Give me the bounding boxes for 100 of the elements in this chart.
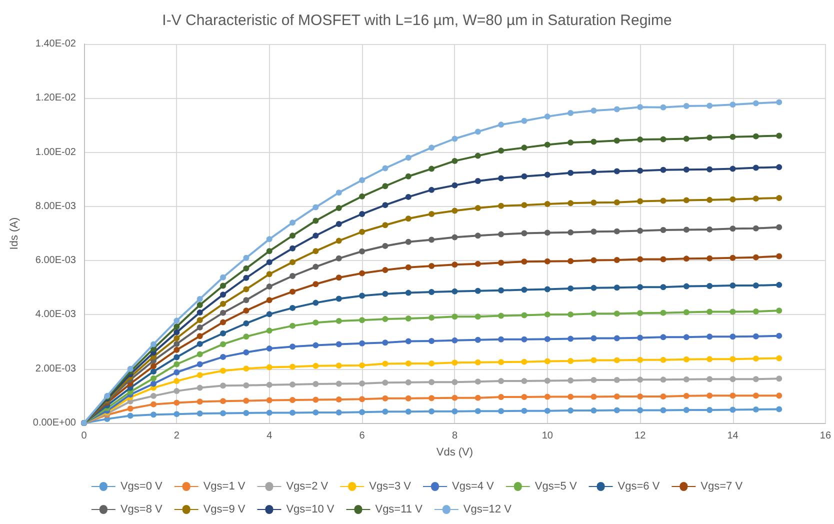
point [706, 196, 713, 203]
point [405, 154, 412, 161]
point [405, 395, 412, 402]
point [637, 168, 644, 174]
point [359, 317, 366, 324]
point [660, 356, 666, 363]
point [660, 284, 666, 290]
point [150, 412, 157, 418]
point [359, 211, 366, 218]
legend-label: Vgs=0 V [120, 480, 163, 492]
point [776, 132, 782, 139]
point [568, 378, 574, 384]
y-tick-label: 4.00E-03 [35, 309, 76, 320]
point [568, 285, 574, 292]
point [498, 202, 504, 209]
point [706, 283, 713, 290]
point [752, 406, 759, 412]
point [660, 226, 666, 233]
point [312, 204, 319, 210]
point [590, 357, 597, 364]
point [544, 230, 550, 236]
point [730, 282, 736, 288]
point [590, 284, 597, 291]
point [706, 102, 713, 109]
point [452, 394, 458, 401]
point [220, 300, 226, 307]
point [521, 118, 528, 124]
point [382, 267, 388, 274]
point [405, 238, 412, 245]
legend-label: Vgs=6 V [618, 480, 660, 492]
point [776, 253, 782, 260]
legend-label: Vgs=11 V [375, 504, 424, 516]
point [752, 225, 759, 232]
point [474, 152, 481, 159]
point [776, 355, 782, 362]
point [312, 320, 319, 326]
point [336, 274, 342, 281]
point [660, 104, 666, 110]
point [150, 375, 157, 382]
point [683, 309, 690, 316]
point [544, 378, 550, 384]
point [752, 133, 759, 140]
point [127, 406, 134, 412]
legend-label: Vgs=10 V [286, 504, 335, 516]
point [220, 310, 226, 316]
point [752, 164, 759, 171]
point [312, 300, 319, 306]
point [474, 359, 481, 366]
point [730, 254, 736, 261]
point [544, 286, 550, 292]
point [590, 108, 597, 114]
point [243, 265, 250, 272]
point [174, 369, 180, 376]
point [730, 102, 736, 108]
point [521, 230, 528, 236]
point [590, 138, 597, 145]
point [382, 316, 388, 322]
point [174, 388, 180, 394]
point [452, 234, 458, 240]
point [196, 317, 203, 324]
point [544, 258, 550, 264]
point [544, 311, 550, 318]
point [590, 310, 597, 317]
point [428, 395, 435, 402]
point [452, 314, 458, 320]
point [683, 197, 690, 204]
point [637, 198, 644, 204]
point [290, 382, 296, 388]
point [498, 359, 504, 366]
point [336, 396, 342, 402]
point [660, 310, 666, 316]
point [706, 334, 713, 340]
x-tick-label: 4 [266, 430, 273, 442]
legend-label: Vgs=9 V [203, 504, 246, 516]
point [498, 378, 504, 384]
point [359, 409, 366, 416]
point [568, 110, 574, 116]
point [521, 312, 528, 318]
point [243, 334, 250, 340]
x-tick-label: 6 [359, 430, 366, 442]
x-tick-label: 8 [452, 430, 458, 442]
point [336, 238, 342, 244]
point [498, 287, 504, 294]
point [452, 337, 458, 344]
point [405, 379, 412, 386]
point [498, 148, 504, 154]
point [452, 288, 458, 294]
point [752, 392, 759, 399]
point [683, 166, 690, 173]
point [730, 406, 736, 413]
point [498, 231, 504, 238]
point [382, 360, 388, 367]
point [220, 319, 226, 326]
point [752, 100, 759, 106]
point [730, 226, 736, 232]
point [752, 196, 759, 202]
y-tick-label: 0.00E+00 [32, 418, 76, 428]
x-tick-label: 2 [174, 430, 180, 442]
point [243, 254, 250, 261]
point [196, 296, 203, 302]
